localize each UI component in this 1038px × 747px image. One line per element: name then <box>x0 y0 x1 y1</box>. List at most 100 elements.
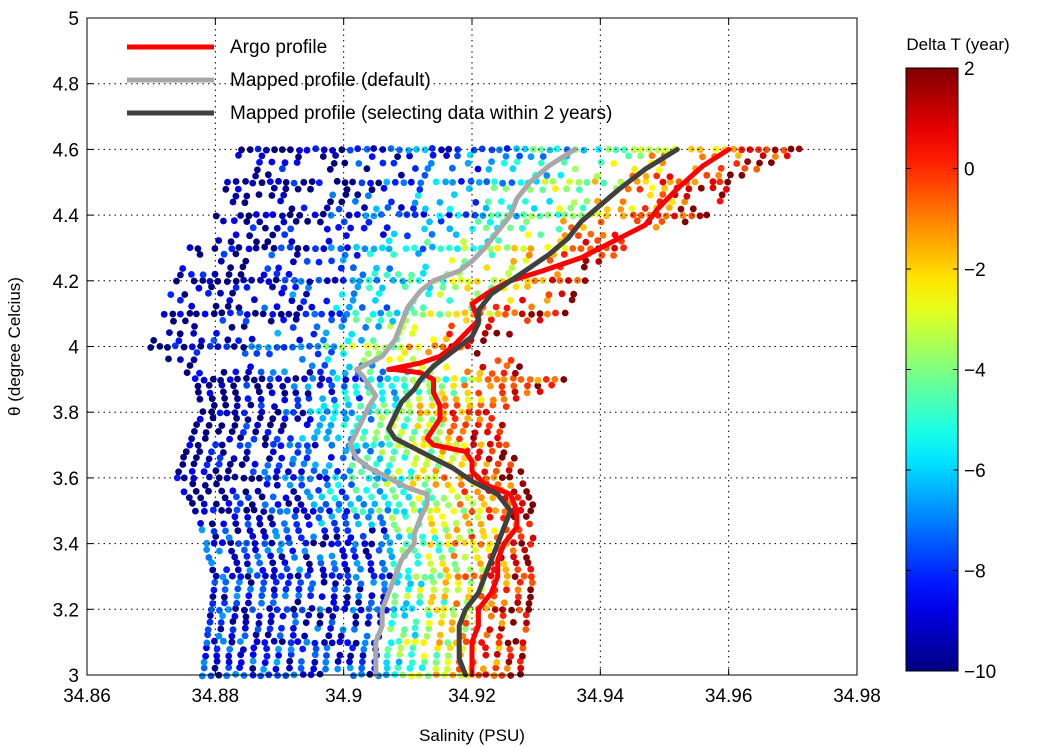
scatter-point <box>403 638 411 646</box>
scatter-point <box>388 198 395 206</box>
scatter-point <box>231 409 239 416</box>
scatter-point <box>566 178 573 186</box>
scatter-point <box>444 665 451 673</box>
scatter-point <box>250 435 258 443</box>
scatter-point <box>474 454 482 462</box>
scatter-point <box>508 264 516 271</box>
scatter-point <box>437 245 445 253</box>
scatter-point <box>454 211 462 219</box>
scatter-point <box>419 269 427 277</box>
scatter-point <box>272 276 280 284</box>
scatter-point <box>294 442 302 449</box>
scatter-point <box>342 494 350 501</box>
scatter-point <box>274 501 282 508</box>
scatter-point <box>336 572 344 580</box>
scatter-point <box>264 238 272 246</box>
scatter-point <box>249 651 257 658</box>
scatter-point <box>270 440 277 448</box>
scatter-point <box>205 455 213 463</box>
scatter-point <box>383 434 391 442</box>
scatter-point <box>365 276 373 284</box>
scatter-point <box>432 659 440 666</box>
scatter-point <box>328 382 336 389</box>
scatter-point <box>213 652 221 660</box>
scatter-point <box>215 632 223 640</box>
scatter-point <box>441 593 449 601</box>
scatter-point <box>400 179 408 187</box>
scatter-point <box>473 278 481 285</box>
scatter-point <box>392 395 400 402</box>
scatter-point <box>200 468 208 476</box>
scatter-point <box>257 395 265 403</box>
scatter-point <box>260 579 268 586</box>
scatter-point <box>316 611 324 619</box>
scatter-point <box>477 560 484 567</box>
scatter-point <box>466 566 474 573</box>
scatter-point <box>242 317 250 325</box>
scatter-point <box>360 646 368 653</box>
scatter-point <box>519 296 526 304</box>
scatter-point <box>468 375 476 383</box>
scatter-point <box>220 250 228 258</box>
scatter-point <box>753 165 761 173</box>
scatter-point <box>221 586 229 593</box>
scatter-point <box>432 178 440 186</box>
scatter-point <box>587 230 595 238</box>
scatter-point <box>391 178 399 186</box>
scatter-point <box>269 559 277 567</box>
scatter-point <box>268 192 276 199</box>
scatter-point <box>210 528 218 535</box>
scatter-point <box>311 211 319 219</box>
scatter-point <box>341 179 349 187</box>
scatter-point <box>232 520 240 527</box>
scatter-point <box>636 185 644 193</box>
scatter-point <box>488 158 495 166</box>
scatter-point <box>364 454 371 462</box>
scatter-point <box>196 395 204 403</box>
scatter-point <box>237 434 245 441</box>
scatter-point <box>780 146 788 154</box>
scatter-point <box>446 644 454 652</box>
scatter-point <box>297 475 305 482</box>
scatter-point <box>542 376 550 383</box>
scatter-point <box>403 592 411 600</box>
scatter-point <box>403 600 410 607</box>
scatter-point <box>536 310 544 318</box>
scatter-point <box>384 204 392 211</box>
scatter-point <box>212 302 220 310</box>
scatter-point <box>631 165 639 173</box>
scatter-point <box>333 526 340 534</box>
scatter-point <box>316 381 324 389</box>
scatter-point <box>464 494 472 502</box>
scatter-point <box>233 559 241 567</box>
scatter-point <box>552 309 559 317</box>
scatter-point <box>287 651 295 658</box>
scatter-point <box>398 475 405 483</box>
scatter-point <box>448 486 456 494</box>
scatter-point <box>420 210 428 218</box>
scatter-point <box>361 639 369 647</box>
scatter-point <box>364 350 372 358</box>
scatter-point <box>306 278 314 286</box>
scatter-point <box>310 501 318 509</box>
scatter-point <box>417 580 425 588</box>
scatter-point <box>281 389 289 397</box>
scatter-point <box>482 605 490 612</box>
scatter-point <box>436 290 444 298</box>
scatter-point <box>383 659 390 666</box>
scatter-point <box>493 329 501 337</box>
scatter-point <box>355 592 363 600</box>
scatter-point <box>451 375 458 382</box>
scatter-point <box>244 514 252 521</box>
scatter-point <box>373 429 381 436</box>
scatter-point <box>465 185 473 193</box>
scatter-point <box>326 487 334 495</box>
scatter-point <box>347 224 354 232</box>
scatter-point <box>629 211 637 219</box>
scatter-point <box>319 540 327 548</box>
scatter-point <box>289 547 297 555</box>
scatter-point <box>223 566 231 574</box>
scatter-point <box>665 204 673 212</box>
scatter-point <box>196 448 204 455</box>
scatter-point <box>360 224 368 232</box>
